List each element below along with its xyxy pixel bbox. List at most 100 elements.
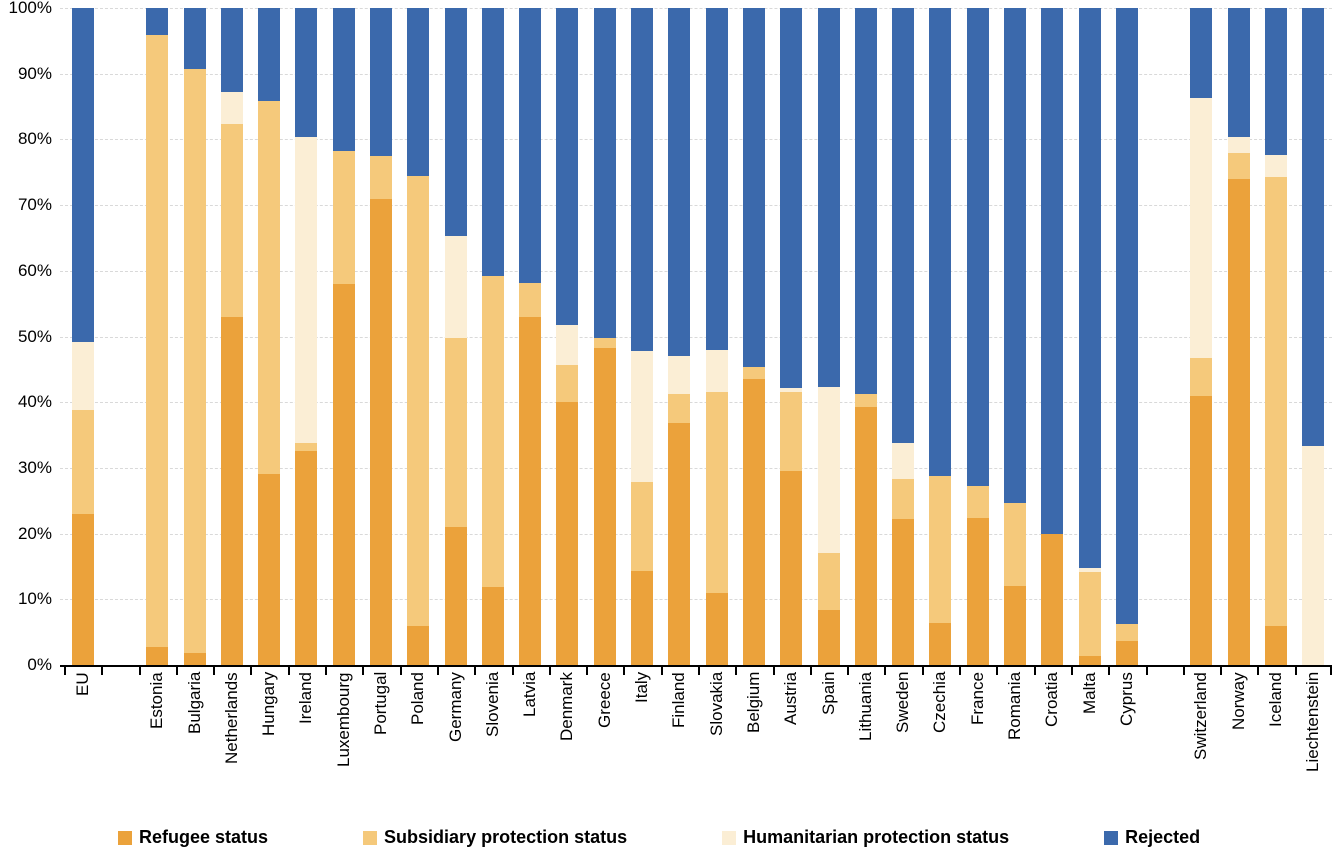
y-axis-label-0: 0% xyxy=(27,655,52,674)
x-axis-label-estonia: Estonia xyxy=(147,672,167,729)
x-axis-label-denmark: Denmark xyxy=(557,672,577,741)
x-axis-tick xyxy=(474,667,477,675)
segment-humanitarian-protection-status xyxy=(1302,445,1325,665)
x-axis-tick xyxy=(1220,667,1223,675)
gridline-10pct xyxy=(60,599,1332,601)
x-axis-tick xyxy=(809,667,812,675)
x-axis-tick xyxy=(1070,667,1073,675)
legend-item-refugee-status: Refugee status xyxy=(118,827,268,848)
segment-humanitarian-protection-status xyxy=(1227,136,1250,153)
segment-subsidiary-protection-status xyxy=(1227,152,1250,179)
segment-subsidiary-protection-status xyxy=(593,337,616,348)
x-axis-label-eu: EU xyxy=(72,672,92,696)
bar-eu xyxy=(71,8,94,665)
segment-refugee-status xyxy=(854,406,877,665)
y-axis-label-40: 40% xyxy=(17,392,52,412)
segment-refugee-status xyxy=(407,625,430,665)
segment-humanitarian-protection-status xyxy=(556,324,579,365)
x-axis-tick xyxy=(1257,667,1260,675)
x-axis-label-czechia: Czechia xyxy=(930,672,950,734)
bar-lithuania xyxy=(854,8,877,665)
segment-subsidiary-protection-status xyxy=(892,479,915,519)
bar-ireland xyxy=(295,8,318,665)
segment-subsidiary-protection-status xyxy=(1265,176,1288,626)
x-axis-tick xyxy=(436,667,439,675)
bar-germany xyxy=(444,8,467,665)
segment-refugee-status xyxy=(705,592,728,665)
x-axis-tick xyxy=(511,667,514,675)
x-axis-tick xyxy=(1330,667,1332,675)
segment-rejected xyxy=(220,8,243,93)
x-axis-label-spain: Spain xyxy=(818,672,838,716)
y-axis-label-60: 60% xyxy=(17,260,52,280)
segment-subsidiary-protection-status xyxy=(705,392,728,593)
segment-rejected xyxy=(1004,8,1026,503)
x-axis-label-lithuania: Lithuania xyxy=(855,672,875,742)
x-axis-tick xyxy=(64,667,66,675)
x-axis-label-sweden: Sweden xyxy=(893,672,913,734)
segment-rejected xyxy=(519,8,542,284)
y-axis-label-80: 80% xyxy=(17,129,52,149)
segment-refugee-status xyxy=(519,316,542,665)
segment-refugee-status xyxy=(556,402,579,665)
segment-subsidiary-protection-status xyxy=(1004,502,1026,587)
segment-rejected xyxy=(892,8,915,443)
segment-rejected xyxy=(556,8,579,325)
segment-rejected xyxy=(295,8,318,138)
y-axis-label-50: 50% xyxy=(17,326,52,346)
segment-humanitarian-protection-status xyxy=(444,236,467,338)
segment-humanitarian-protection-status xyxy=(780,387,803,392)
x-axis-label-poland: Poland xyxy=(408,672,428,725)
segment-refugee-status xyxy=(1041,533,1064,665)
bar-latvia xyxy=(519,8,542,665)
x-axis-tick xyxy=(138,667,141,675)
gridline-40pct xyxy=(60,402,1332,404)
x-axis-tick xyxy=(586,667,589,675)
segment-rejected xyxy=(817,8,840,388)
segment-subsidiary-protection-status xyxy=(817,553,840,611)
legend-swatch-rejected xyxy=(1104,830,1119,845)
x-axis-label-luxembourg: Luxembourg xyxy=(333,672,353,767)
segment-subsidiary-protection-status xyxy=(780,391,803,472)
x-axis-tick xyxy=(250,667,253,675)
gridline-90pct xyxy=(60,73,1332,75)
segment-refugee-status xyxy=(668,423,691,665)
segment-humanitarian-protection-status xyxy=(892,442,915,480)
segment-rejected xyxy=(780,8,803,388)
segment-refugee-status xyxy=(481,587,504,665)
bar-austria xyxy=(780,8,803,665)
segment-refugee-status xyxy=(817,610,840,665)
y-axis-label-100: 100% xyxy=(8,0,52,17)
bar-hungary xyxy=(258,8,281,665)
segment-refugee-status xyxy=(1227,178,1250,665)
bar-bulgaria xyxy=(183,8,206,665)
segment-humanitarian-protection-status xyxy=(71,341,94,411)
segment-rejected xyxy=(444,8,467,236)
gridline-60pct xyxy=(60,270,1332,272)
x-axis-tick xyxy=(213,667,216,675)
segment-humanitarian-protection-status xyxy=(1265,155,1288,177)
segment-refugee-status xyxy=(370,198,392,665)
legend-item-humanitarian-protection-status: Humanitarian protection status xyxy=(722,827,1009,848)
x-axis-label-germany: Germany xyxy=(445,672,465,742)
x-axis-tick xyxy=(660,667,663,675)
x-axis-tick xyxy=(287,667,290,675)
x-axis-label-hungary: Hungary xyxy=(259,672,279,737)
segment-subsidiary-protection-status xyxy=(183,69,206,654)
segment-rejected xyxy=(1115,8,1138,625)
segment-refugee-status xyxy=(1078,655,1101,665)
segment-rejected xyxy=(1078,8,1101,568)
bar-denmark xyxy=(556,8,579,665)
bar-belgium xyxy=(742,8,765,665)
segment-subsidiary-protection-status xyxy=(1190,358,1213,396)
segment-refugee-status xyxy=(220,316,243,665)
segment-rejected xyxy=(854,8,877,395)
bar-czechia xyxy=(929,8,952,665)
segment-subsidiary-protection-status xyxy=(295,442,318,452)
bar-finland xyxy=(668,8,691,665)
x-axis-line xyxy=(60,665,1332,667)
bar-estonia xyxy=(146,8,169,665)
y-axis-label-70: 70% xyxy=(17,195,52,215)
y-axis-label-20: 20% xyxy=(17,523,52,543)
